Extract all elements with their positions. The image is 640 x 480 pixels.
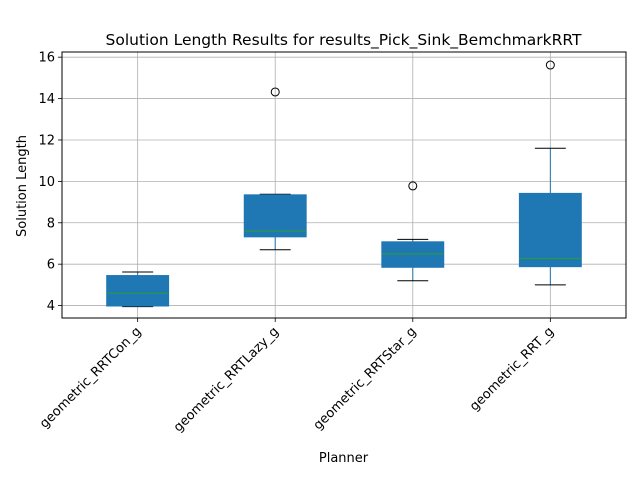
y-axis-label: Solution Length bbox=[15, 135, 30, 237]
outlier-point bbox=[270, 87, 280, 97]
box-geometric_RRTLazy_g bbox=[243, 87, 307, 251]
box-geometric_RRTCon_g bbox=[106, 271, 170, 308]
y-tick-label: 14 bbox=[38, 92, 55, 107]
x-axis-label: Planner bbox=[319, 451, 369, 466]
chart-title: Solution Length Results for results_Pick… bbox=[106, 31, 582, 50]
outlier-point bbox=[408, 181, 418, 191]
iqr-box bbox=[381, 241, 445, 268]
y-tick-label: 8 bbox=[47, 216, 55, 231]
y-tick-label: 10 bbox=[38, 175, 55, 190]
box-geometric_RRT_g bbox=[518, 60, 582, 286]
boxes bbox=[106, 60, 582, 308]
y-tick-label: 4 bbox=[47, 299, 55, 314]
iqr-box bbox=[243, 194, 307, 238]
y-tick-label: 12 bbox=[38, 133, 55, 148]
y-tick-label: 6 bbox=[47, 258, 55, 273]
outlier-point bbox=[545, 60, 555, 70]
iqr-box bbox=[518, 192, 582, 268]
y-tick-label: 16 bbox=[38, 51, 55, 66]
box-geometric_RRTStar_g bbox=[381, 181, 445, 282]
plot-frame bbox=[61, 51, 627, 319]
iqr-box bbox=[106, 275, 170, 307]
y-axis-ticks: 4 6 8 10 12 14 16 bbox=[38, 51, 62, 314]
